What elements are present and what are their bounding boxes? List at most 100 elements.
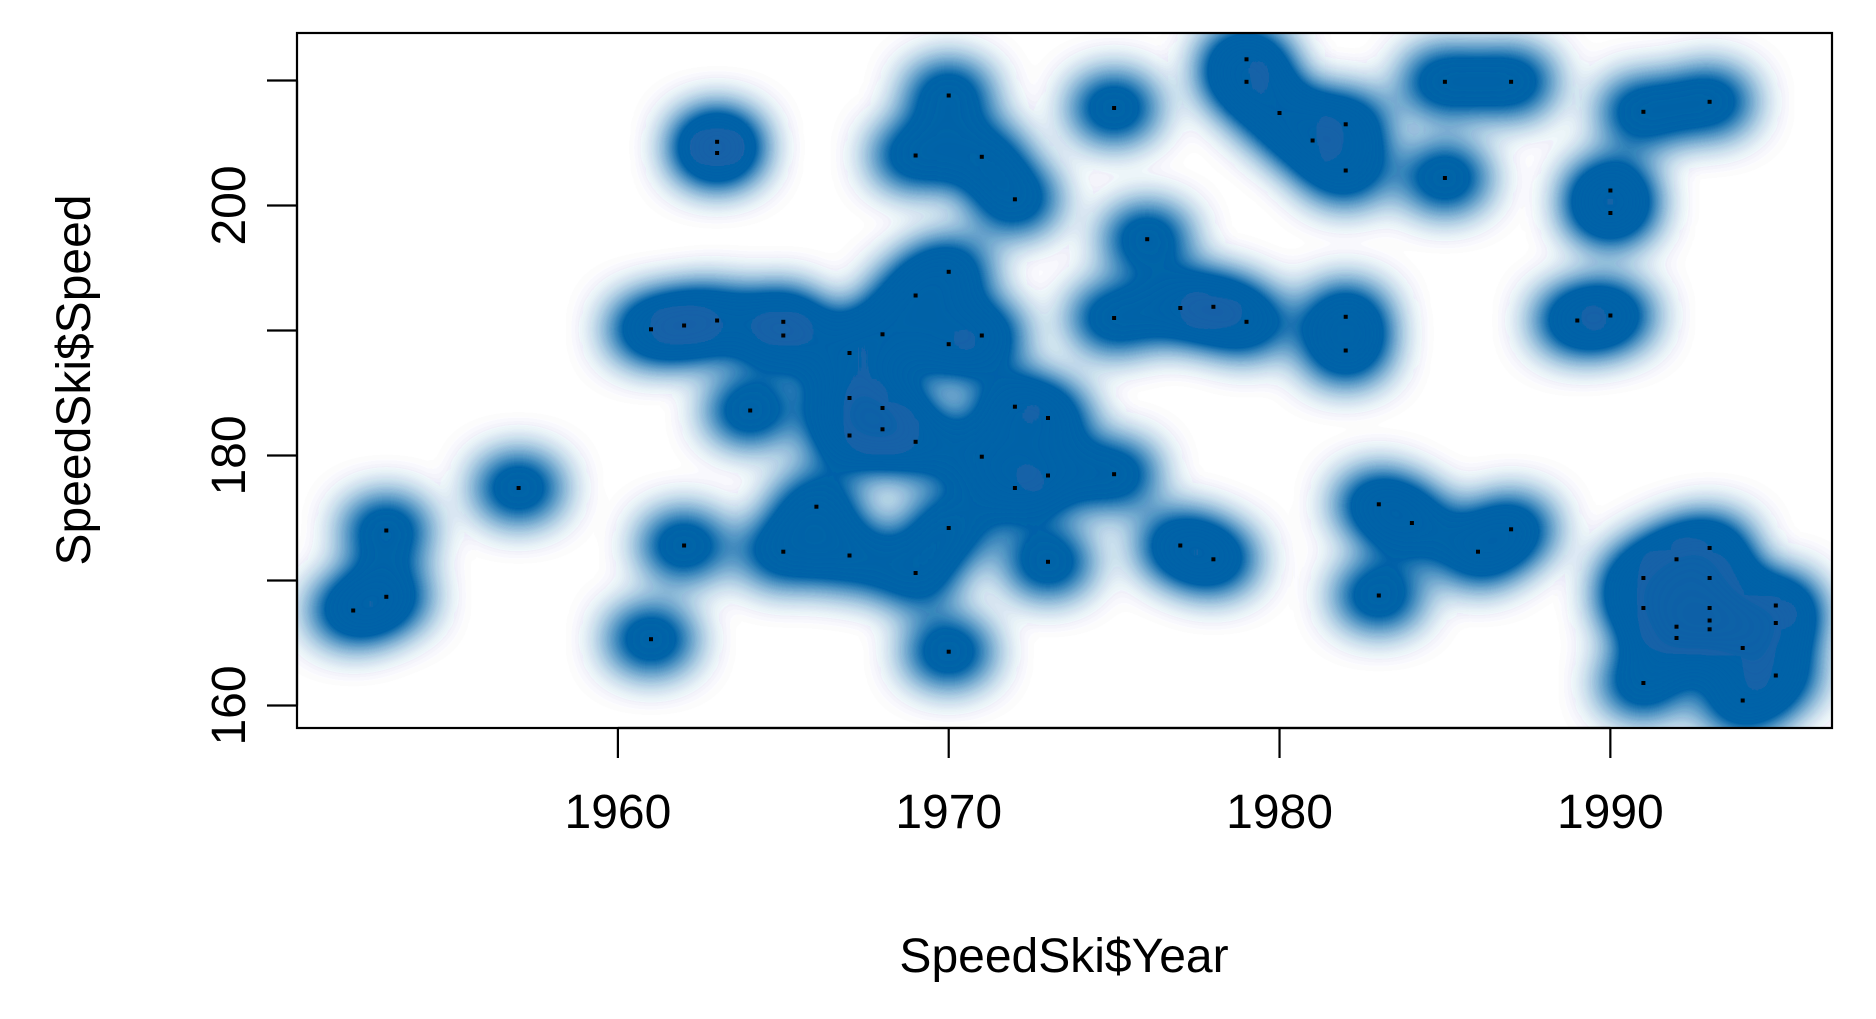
data-point [946,649,951,654]
data-point [516,486,521,490]
density-blobs [313,33,1816,728]
data-point [1740,698,1745,703]
data-point [1244,319,1249,324]
data-point [1012,486,1017,490]
data-point [1707,606,1712,610]
plot-frame [295,31,1834,730]
data-point [1310,138,1315,143]
data-point [1277,111,1282,115]
data-point [1575,318,1580,323]
data-point [814,504,819,509]
data-point [1211,557,1216,562]
data-point [1707,627,1712,632]
data-point [1707,546,1712,550]
data-point [1674,557,1679,562]
data-point [1046,473,1050,478]
data-point [1343,348,1348,353]
data-point [880,332,885,337]
data-point [847,351,852,355]
data-point [1707,576,1712,580]
data-point [1608,188,1613,193]
data-point [1211,304,1216,309]
data-point [1740,646,1745,650]
data-point [1343,168,1348,173]
data-point [715,151,720,155]
data-point [1178,543,1183,548]
data-point [1641,109,1646,114]
data-point [913,571,918,575]
data-point [880,406,885,410]
data-point [1112,106,1117,110]
data-point [351,608,356,613]
x-axis-label: SpeedSki$Year [899,930,1228,983]
data-point [847,553,852,558]
data-point [781,549,786,554]
data-point [1773,621,1778,625]
data-point [1509,79,1514,84]
data-point [649,327,653,332]
data-point [1773,603,1778,608]
data-point [946,93,951,98]
data-point [1674,636,1679,640]
data-point [946,526,951,530]
y-tick-label: 200 [203,165,256,245]
data-point [1343,122,1348,127]
data-point [1244,57,1249,62]
y-axis: 160 180 200 [203,79,299,746]
data-point [1707,618,1712,623]
data-point [1608,313,1613,318]
points-layer [351,57,1778,703]
data-point [748,408,753,413]
y-tick-label: 160 [203,665,256,745]
data-point [913,293,918,298]
x-tick-label: 1990 [1557,786,1664,839]
data-point [847,433,852,438]
data-point [1409,521,1414,525]
data-point [781,319,786,324]
data-point [847,396,852,400]
data-point [1343,314,1348,319]
data-point [979,333,984,338]
data-point [1145,237,1150,242]
x-axis: 1960 1970 1980 1990 [565,726,1664,839]
data-point [979,154,984,159]
data-point [649,637,653,642]
data-point [1707,99,1712,104]
data-point [1509,527,1514,532]
data-point [1641,681,1646,685]
data-point [913,439,918,444]
data-point [1012,404,1017,409]
data-point [781,333,786,338]
data-point [1178,306,1183,310]
data-point [715,139,720,144]
data-point [1046,416,1050,420]
data-point [1112,472,1117,477]
data-point [946,269,951,274]
data-point [1442,79,1447,84]
data-point [946,342,951,347]
y-axis-label: SpeedSki$Speed [48,195,101,566]
x-tick-label: 1980 [1226,786,1333,839]
data-point [1112,316,1117,320]
data-point [1608,211,1613,215]
data-point [1773,673,1778,678]
data-point [1376,502,1381,507]
data-point [715,318,720,323]
data-point [880,427,885,432]
data-point [384,594,389,599]
data-point [1012,197,1017,202]
data-point [1442,176,1447,180]
x-tick-label: 1970 [895,786,1002,839]
data-point [979,454,984,459]
data-point [682,323,687,328]
data-point [1641,576,1646,580]
data-point [384,528,389,533]
data-point [682,543,687,548]
data-point [913,153,918,158]
data-point [1244,79,1249,84]
y-tick-label: 180 [203,415,256,495]
x-tick-label: 1960 [565,786,672,839]
data-point [1476,549,1480,554]
